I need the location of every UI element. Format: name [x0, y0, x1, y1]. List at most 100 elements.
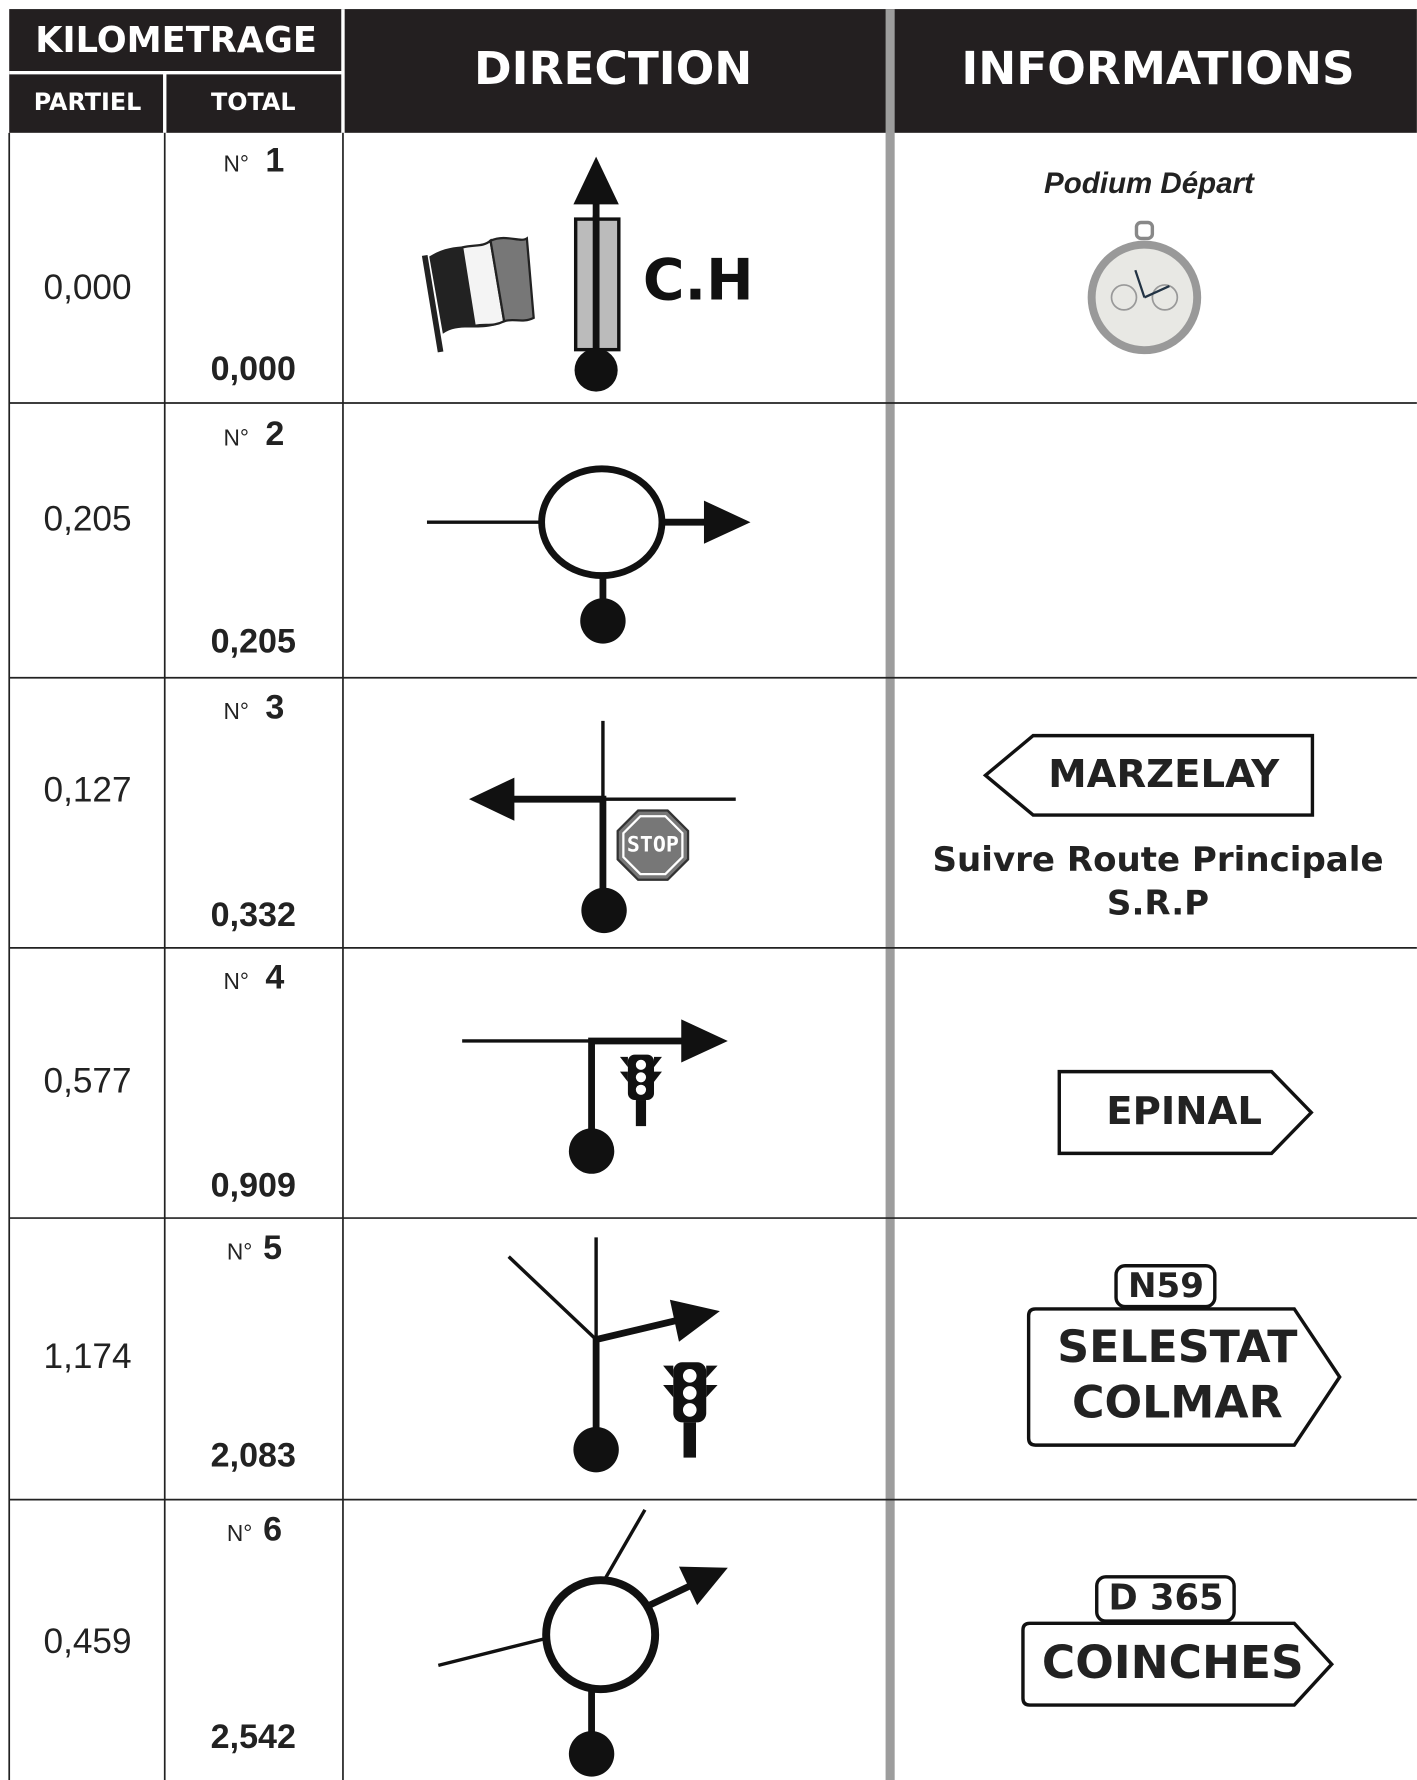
road-number: N59 [1128, 1266, 1204, 1306]
direction-arrow-part [573, 156, 619, 205]
traffic-light-icon-part [663, 1365, 674, 1379]
row-1: N° 1 0,000 0,000 [44, 141, 296, 388]
junction-diagram-part [669, 1299, 720, 1342]
total: 0,205 [211, 623, 296, 661]
total: 2,083 [211, 1437, 296, 1475]
table-grid [8, 9, 1417, 1780]
roundabout-diagram-part [437, 1636, 548, 1667]
number-prefix: N° [224, 968, 249, 994]
partiel: 0,127 [44, 771, 132, 810]
junction-diagram-part [468, 777, 515, 821]
row-3: N° 3 0,127 0,332 [44, 689, 296, 935]
stop-label: STOP [627, 833, 679, 858]
traffic-light-icon-part [683, 1422, 697, 1458]
flag-icon-part [421, 254, 444, 353]
traffic-light-icon-part [635, 1072, 647, 1083]
row-2: N° 2 0,205 0,205 [44, 415, 296, 661]
header-partiel: PARTIEL [34, 88, 142, 116]
sign-board [982, 733, 1315, 817]
direction-arrow-part [574, 348, 618, 392]
sign-board [1021, 1621, 1335, 1707]
sign-label: COINCHES [1042, 1636, 1304, 1689]
total: 0,909 [211, 1166, 296, 1204]
junction-diagram-part [507, 1255, 598, 1341]
number-prefix: N° [224, 424, 249, 450]
case-number: 2 [265, 415, 284, 453]
sign-label: MARZELAY [1048, 752, 1280, 797]
traffic-light-icon-part [654, 1056, 662, 1068]
roundabout-diagram-part [678, 1566, 728, 1606]
roundabout-diagram [426, 465, 751, 644]
traffic-light-icon-part [635, 1059, 647, 1070]
table-grid-part [885, 9, 895, 1780]
info-line: Suivre Route Principale [933, 840, 1384, 880]
case-number: 5 [263, 1229, 282, 1267]
direction-label: C.H [643, 247, 754, 313]
roundabout-diagram-part [542, 1576, 660, 1694]
stopwatch-icon-part [1134, 269, 1146, 298]
junction-diagram-part [681, 1019, 728, 1063]
stopwatch-icon-part [1134, 220, 1155, 241]
traffic-light-icon-part [682, 1369, 697, 1383]
info-title: Podium Départ [1044, 167, 1255, 200]
traffic-light-icon-part [663, 1384, 674, 1398]
road-number: D 365 [1109, 1578, 1224, 1619]
header-total: TOTAL [211, 88, 296, 116]
info-line: S.R.P [1107, 883, 1209, 923]
partiel: 0,000 [44, 268, 132, 307]
junction-diagram [507, 1237, 720, 1473]
traffic-light-icon-part [619, 1056, 628, 1068]
total: 2,542 [211, 1718, 296, 1756]
row-5: N° 5 1,174 2,083 [44, 1229, 296, 1475]
stop-sign-part [616, 809, 690, 881]
case-number: 6 [263, 1510, 282, 1548]
junction-diagram [462, 1019, 728, 1174]
roundabout-diagram-part [703, 500, 751, 544]
stopwatch-icon-part [1110, 284, 1138, 311]
road-number-box [1114, 1264, 1217, 1309]
case-number: 3 [265, 689, 284, 727]
header-informations: INFORMATIONS [961, 42, 1354, 95]
row-6: N° 6 0,459 2,542 [44, 1510, 296, 1756]
roundabout-diagram-part [645, 1580, 697, 1610]
flag-icon-part [489, 236, 535, 323]
partiel: 0,459 [44, 1622, 132, 1661]
traffic-light-icon-part [635, 1084, 647, 1095]
stopwatch-icon [1087, 220, 1202, 355]
traffic-light-icon-part [682, 1386, 697, 1400]
junction-diagram-part [592, 1316, 679, 1448]
sign-label: COLMAR [1072, 1377, 1283, 1428]
partiel: 0,577 [44, 1061, 132, 1100]
road-number-box [1095, 1575, 1236, 1623]
traffic-light-icon [663, 1362, 718, 1458]
traffic-light-icon-part [706, 1365, 718, 1379]
stop-sign-part [622, 815, 684, 876]
number-prefix: N° [224, 151, 249, 177]
row-4: N° 4 0,577 0,909 [44, 959, 296, 1205]
traffic-light-icon-part [654, 1071, 662, 1082]
case-number: 4 [265, 959, 284, 997]
roundabout-diagram-part [568, 1731, 615, 1777]
total: 0,332 [211, 896, 296, 934]
direction-arrow [573, 156, 621, 392]
junction-diagram [468, 720, 736, 934]
stopwatch-icon-part [1151, 284, 1179, 311]
number-prefix: N° [227, 1238, 252, 1264]
sign-label: SELESTAT [1057, 1322, 1297, 1373]
traffic-light-icon-part [619, 1071, 628, 1082]
traffic-light-icon [619, 1054, 662, 1127]
sign-label: EPINAL [1106, 1089, 1262, 1134]
case-number: 1 [265, 141, 284, 179]
traffic-light-icon-part [635, 1100, 647, 1127]
roundabout-diagram-part [538, 465, 666, 579]
header-direction: DIRECTION [474, 42, 752, 95]
junction-diagram-part [588, 1037, 684, 1147]
total: 0,000 [211, 350, 296, 388]
partiel: 0,205 [44, 499, 132, 538]
number-prefix: N° [224, 698, 249, 724]
stopwatch-icon-part [1143, 285, 1170, 299]
header-kilometrage: KILOMETRAGE [35, 20, 317, 61]
sign-board [1026, 1307, 1342, 1447]
roundabout-diagram [437, 1508, 728, 1777]
